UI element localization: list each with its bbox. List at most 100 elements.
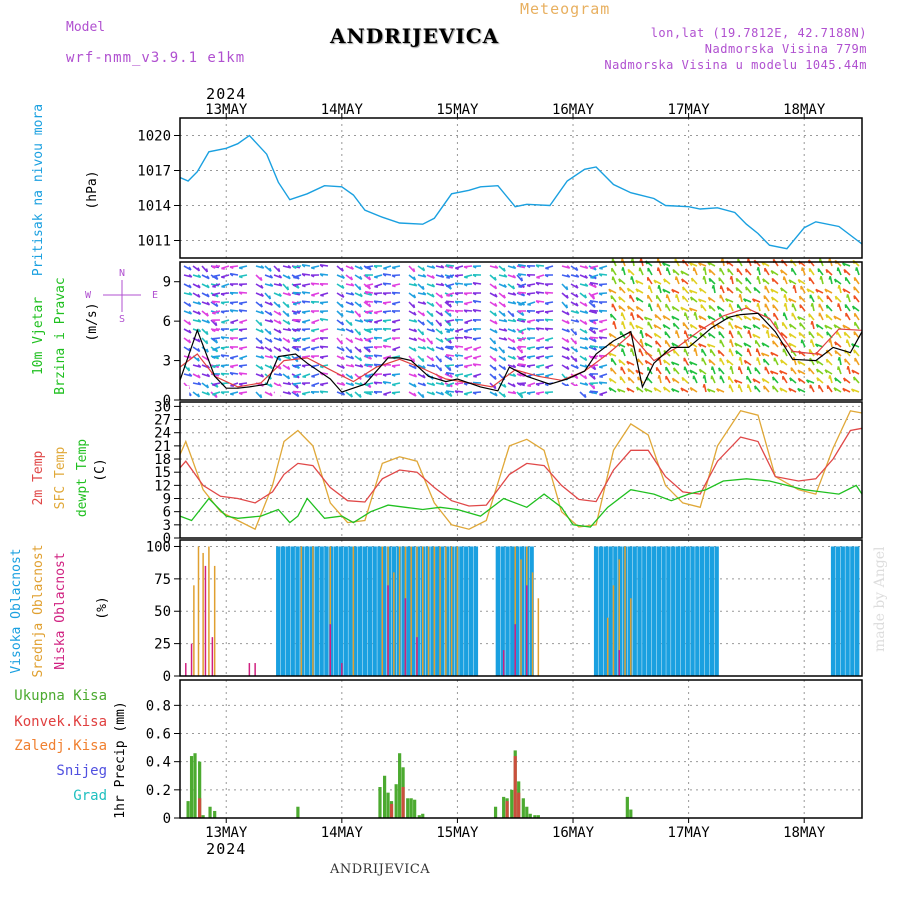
wind-arrow-head: [463, 283, 468, 287]
wind-arrow-head: [319, 301, 324, 305]
wind-arrow-head: [799, 322, 802, 327]
wind-arrow-head: [187, 367, 191, 372]
wind-arrow-head: [621, 321, 624, 325]
cloud-high-bar: [680, 546, 686, 676]
wind-arrow-head: [616, 388, 621, 393]
wind-arrow-head: [618, 305, 621, 310]
rain-total-bar: [528, 813, 532, 818]
year-label-bottom: 2024: [206, 840, 246, 858]
wind-arrow-head: [364, 291, 369, 295]
t2m-axis-label: 2m Temp: [31, 450, 46, 505]
wind-arrow-head: [565, 304, 569, 309]
rain-total-bar: [193, 753, 197, 818]
wind-arrow-head: [779, 387, 783, 392]
pressure-line: [179, 134, 863, 250]
cloud-high-bar: [675, 546, 681, 676]
wind-arrow-head: [197, 267, 201, 272]
wind-arrow-head: [197, 338, 201, 343]
wind-arrow-head: [526, 293, 531, 296]
wind-arrow-head: [359, 357, 363, 362]
wind-arrow-head: [472, 309, 477, 313]
rain-convective-bar: [513, 756, 517, 818]
wind-arrow-head: [238, 383, 243, 387]
wind-arrow-head: [671, 289, 675, 293]
wind-arrow-head: [698, 368, 702, 373]
y-tick-label: 1014: [137, 199, 171, 215]
wind-arrow-head: [206, 301, 211, 306]
wind-arrow-head: [383, 339, 388, 342]
wind-arrow-head: [843, 269, 847, 274]
wind-arrow-head: [702, 374, 706, 379]
wind-arrow-head: [188, 392, 192, 397]
wind-arrow-head: [598, 346, 603, 350]
wind-arrow-head: [463, 292, 468, 296]
wind-arrow-head: [310, 282, 315, 286]
wind-arrow-head: [643, 316, 648, 321]
wind-arrow-head: [592, 385, 596, 390]
wind-arrow-head: [259, 322, 263, 326]
wind-arrow-head: [584, 382, 589, 386]
wind-arrow-head: [763, 385, 766, 390]
wind-arrow-head: [657, 348, 660, 353]
cloud-high-bar: [699, 546, 705, 676]
wind-arrow-head: [589, 319, 594, 323]
wind-arrow-head: [431, 265, 436, 269]
wind-arrow-head: [810, 302, 814, 307]
wind-arrow-head: [373, 292, 378, 296]
wind-arrow-head: [589, 266, 594, 270]
wind-arrow-head: [608, 333, 612, 338]
wind-arrow-head: [455, 330, 459, 333]
wind-arrow-head: [697, 298, 702, 303]
wind-arrow-head: [206, 348, 209, 353]
wind-arrow-head: [382, 273, 387, 277]
station-title: ANDRIJEVICA: [330, 24, 500, 48]
wind-arrow-head: [422, 338, 426, 343]
wind-arrow-head: [319, 330, 324, 333]
wind-arrow-head: [373, 373, 378, 377]
wind-arrow-head: [837, 366, 840, 371]
wind-arrow-head: [311, 384, 316, 387]
wind-arrow-head: [637, 358, 640, 363]
wind-arrow-head: [789, 377, 792, 382]
wind-arrow-head: [278, 383, 282, 388]
wind-arrow-head: [593, 303, 596, 308]
meteogram-label: Meteogram: [520, 0, 611, 18]
wind-arrow-head: [220, 364, 225, 368]
wind-arrow-head: [707, 315, 711, 320]
wind-arrow-head: [825, 269, 829, 274]
cloud-high-bar: [519, 546, 525, 676]
wind-arrow-head: [296, 384, 299, 389]
wind-arrow-head: [464, 321, 469, 325]
wind-arrow-head: [364, 274, 369, 278]
y-tick-label: 0.2: [146, 783, 171, 799]
wind-arrow-head: [635, 280, 639, 284]
wind-arrow-head: [221, 285, 226, 288]
wind-arrow-head: [627, 269, 631, 273]
cloud-high-bar: [454, 546, 459, 676]
dewpoint-axis-label: dewpt Temp: [75, 439, 90, 517]
cloud-high-bar: [646, 546, 652, 676]
wind-arrow-head: [319, 372, 324, 376]
wind-arrow-head: [446, 285, 450, 288]
wind-arrow-head: [373, 391, 378, 395]
wind-arrow-head: [188, 274, 193, 278]
rain-total-bar: [383, 775, 387, 818]
wind-arrow-head: [566, 328, 571, 333]
wind-arrow-head: [287, 275, 291, 280]
wind-arrow-head: [729, 365, 732, 370]
wind-arrow-head: [431, 357, 435, 362]
wind-arrow-head: [526, 392, 531, 396]
wind-arrow-head: [382, 374, 387, 377]
wind-arrow-head: [445, 338, 450, 342]
wind-arrow-head: [350, 375, 354, 379]
wind-arrow-head: [653, 324, 657, 329]
cloud-high-bar: [348, 546, 353, 676]
wind-arrow-head: [287, 320, 291, 325]
wind-arrow-head: [780, 332, 784, 337]
y-tick-label: 0.4: [146, 755, 171, 771]
wind-arrow-head: [440, 274, 445, 278]
wind-arrow-head: [590, 294, 595, 297]
wind-arrow-head: [535, 327, 540, 331]
wind-arrow-head: [756, 266, 760, 271]
wind-arrow-head: [206, 293, 210, 298]
